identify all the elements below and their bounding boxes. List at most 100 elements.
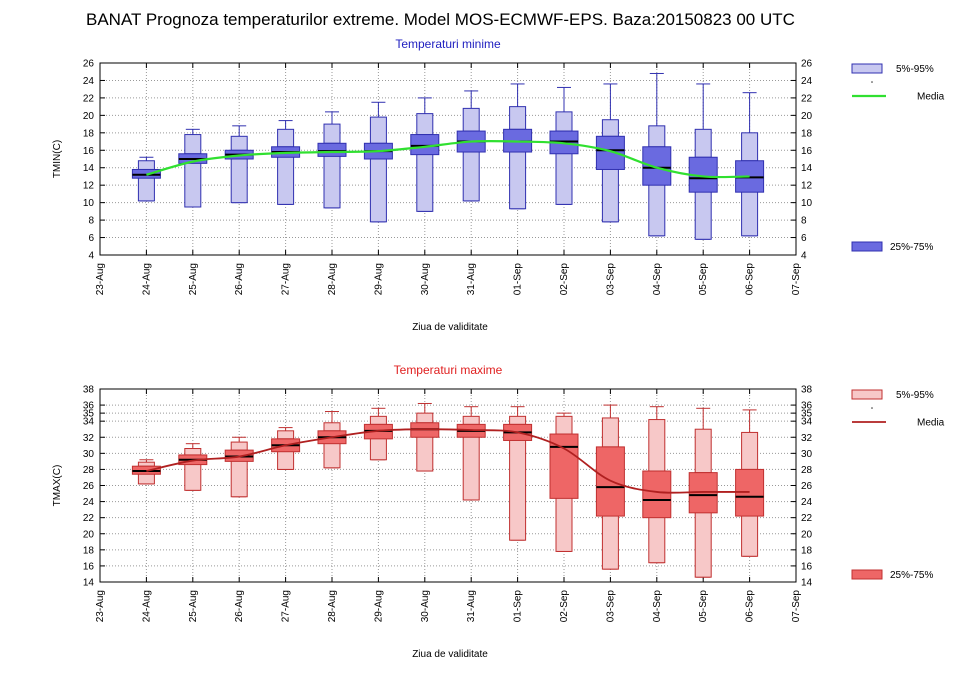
chart-min-box-03-Sep xyxy=(595,83,625,223)
chart-max-ytick-label-left: 26 xyxy=(83,481,95,492)
chart-min-ytick-label-right: 22 xyxy=(801,93,813,104)
chart-min-ytick-label-right: 24 xyxy=(801,76,813,87)
chart-max-xtick-label: 27-Aug xyxy=(281,590,292,622)
chart-min-xtick-label: 03-Sep xyxy=(605,263,616,296)
chart-min-xtick-label: 23-Aug xyxy=(95,263,106,295)
chart-max-ytick-label-right: 30 xyxy=(801,449,813,460)
chart-max-group: Temperaturi maxime 14 14 16 16 18 18 20 20 22 22 24… xyxy=(52,363,945,660)
chart-max-ytick-label-right: 26 xyxy=(801,481,813,492)
chart-max-legend-dot xyxy=(871,407,873,409)
chart-min-ylabel: TMIN(C) xyxy=(52,140,63,178)
chart-max-box-01-Sep xyxy=(503,406,533,541)
chart-min-legend-iqr-swatch xyxy=(851,241,883,252)
chart-max-ytick-label-right: 24 xyxy=(801,497,813,508)
chart-max-ytick-label-left: 32 xyxy=(83,433,95,444)
chart-max-iqr-box xyxy=(642,470,672,519)
chart-max-ytick-label-left: 22 xyxy=(83,513,95,524)
chart-min-xtick-label: 27-Aug xyxy=(281,263,292,295)
chart-max-xtick-label: 31-Aug xyxy=(466,590,477,622)
chart-min-ytick-label-right: 14 xyxy=(801,163,813,174)
chart-min-legend-range-label: 5%-95% xyxy=(896,64,934,75)
chart-max-ytick-label-left: 38 xyxy=(83,385,95,396)
chart-min-ytick-label-left: 6 xyxy=(88,233,94,244)
chart-min-xlabel: Ziua de validitate xyxy=(412,322,488,333)
chart-max-box-04-Sep xyxy=(642,406,672,564)
chart-min-legend-iqr-label: 25%-75% xyxy=(890,242,933,253)
chart-max-ytick-label-left: 18 xyxy=(83,545,95,556)
chart-max-xtick-label: 01-Sep xyxy=(513,590,524,623)
chart-max-xtick-label: 25-Aug xyxy=(188,590,199,622)
chart-max-xtick-label: 26-Aug xyxy=(234,590,245,622)
chart-max-xtick-label: 05-Sep xyxy=(698,590,709,623)
chart-max-xtick-label: 29-Aug xyxy=(373,590,384,622)
chart-min-ytick-label-left: 10 xyxy=(83,198,95,209)
chart-min-legend-dot xyxy=(871,81,873,83)
chart-min-ytick-label-right: 6 xyxy=(801,233,807,244)
chart-min-xtick-label: 02-Sep xyxy=(559,263,570,296)
chart-max-xtick-label: 06-Sep xyxy=(745,590,756,623)
chart-min-ytick-label-right: 20 xyxy=(801,111,813,122)
chart-min-ytick-label-right: 26 xyxy=(801,59,813,70)
chart-max-ytick-label-right: 28 xyxy=(801,465,813,476)
chart-min-ytick-label-left: 24 xyxy=(83,76,95,87)
chart-max-ytick-label-left: 34 xyxy=(83,417,95,428)
chart-max-xtick-label: 03-Sep xyxy=(605,590,616,623)
chart-max-box-28-Aug xyxy=(317,411,347,469)
chart-min-ytick-label-left: 16 xyxy=(83,146,95,157)
chart-max-xtick-label: 30-Aug xyxy=(420,590,431,622)
chart-min-mean-line xyxy=(146,139,750,179)
chart-min-ytick-label-right: 18 xyxy=(801,128,813,139)
chart-min-ytick-label-left: 12 xyxy=(83,181,95,192)
chart-min-xtick-label: 30-Aug xyxy=(420,263,431,295)
chart-min-xtick-label: 25-Aug xyxy=(188,263,199,295)
chart-max-ytick-label-left: 20 xyxy=(83,529,95,540)
chart-min-box-25-Aug xyxy=(178,128,208,208)
chart-min-ytick-label-left: 8 xyxy=(88,216,94,227)
chart-max-mean-line xyxy=(146,428,750,494)
chart-max-xtick-label: 24-Aug xyxy=(141,590,152,622)
chart-max-ytick-label-right: 16 xyxy=(801,561,813,572)
chart-max-xlabel: Ziua de validitate xyxy=(412,649,488,660)
chart-max-ytick-label-left: 36 xyxy=(83,401,95,412)
chart-max-box-31-Aug xyxy=(456,406,486,501)
chart-min-ytick-label-left: 26 xyxy=(83,59,95,70)
chart-max-title: Temperaturi maxime xyxy=(394,363,503,377)
chart-max-ytick-label-right: 22 xyxy=(801,513,813,524)
chart-max-legend-iqr-swatch xyxy=(851,569,883,580)
chart-min-ytick-label-left: 4 xyxy=(88,251,94,262)
chart-min-ytick-label-right: 8 xyxy=(801,216,807,227)
chart-max-legend-mean-label: Media xyxy=(917,418,945,429)
chart-min-xtick-label: 28-Aug xyxy=(327,263,338,295)
chart-min-iqr-box xyxy=(317,142,347,157)
chart-min-xtick-label: 31-Aug xyxy=(466,263,477,295)
chart-max-ytick-label-right: 32 xyxy=(801,433,813,444)
chart-max-ytick-label-right: 35 xyxy=(801,409,813,420)
chart-min-xtick-label: 07-Sep xyxy=(791,263,802,296)
chart-min-ytick-label-left: 22 xyxy=(83,93,95,104)
chart-max-ytick-label-left: 28 xyxy=(83,465,95,476)
chart-max-xtick-label: 23-Aug xyxy=(95,590,106,622)
chart-max-ytick-label-right: 20 xyxy=(801,529,813,540)
chart-min-xtick-label: 24-Aug xyxy=(141,263,152,295)
chart-max-legend-iqr-label: 25%-75% xyxy=(890,570,933,581)
chart-min-iqr-box xyxy=(642,146,672,186)
chart-max-box-03-Sep xyxy=(595,404,625,570)
chart-min-title: Temperaturi minime xyxy=(395,37,501,51)
chart-max-xtick-label: 07-Sep xyxy=(791,590,802,623)
chart-min-box-04-Sep xyxy=(642,72,672,237)
chart-max-ytick-label-left: 30 xyxy=(83,449,95,460)
chart-min-xtick-label: 01-Sep xyxy=(513,263,524,296)
chart-min-ytick-label-left: 14 xyxy=(83,163,95,174)
chart-min-legend-mean-label: Media xyxy=(917,92,945,103)
chart-min-xtick-label: 29-Aug xyxy=(373,263,384,295)
chart-max-range-box-lower xyxy=(509,423,527,541)
chart-min-ytick-label-left: 20 xyxy=(83,111,95,122)
chart-max-legend-range-swatch xyxy=(851,389,883,400)
chart-max-ytick-label-left: 16 xyxy=(83,561,95,572)
chart-max-ytick-label-left: 35 xyxy=(83,409,95,420)
chart-min-xtick-label: 05-Sep xyxy=(698,263,709,296)
chart-min-xtick-label: 26-Aug xyxy=(234,263,245,295)
chart-max-ytick-label-left: 24 xyxy=(83,497,95,508)
chart-min-ytick-label-right: 12 xyxy=(801,181,813,192)
